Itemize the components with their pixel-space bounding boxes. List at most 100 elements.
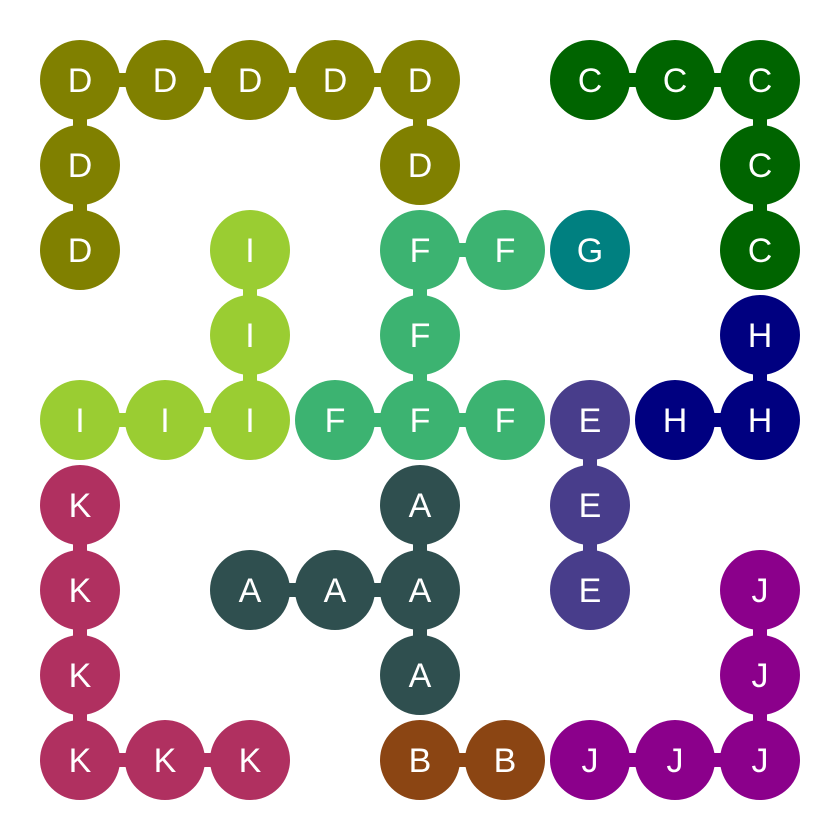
node-circle bbox=[210, 295, 290, 375]
node-j[interactable]: J bbox=[720, 635, 800, 715]
node-d[interactable]: D bbox=[40, 40, 120, 120]
node-circle bbox=[40, 125, 120, 205]
node-i[interactable]: I bbox=[125, 380, 205, 460]
node-d[interactable]: D bbox=[40, 125, 120, 205]
node-circle bbox=[380, 210, 460, 290]
node-f[interactable]: F bbox=[380, 210, 460, 290]
node-label: I bbox=[245, 232, 254, 270]
node-circle bbox=[720, 380, 800, 460]
node-circle bbox=[125, 720, 205, 800]
node-c[interactable]: C bbox=[720, 40, 800, 120]
node-label: K bbox=[69, 657, 92, 695]
node-circle bbox=[720, 635, 800, 715]
node-k[interactable]: K bbox=[40, 550, 120, 630]
node-k[interactable]: K bbox=[210, 720, 290, 800]
node-f[interactable]: F bbox=[295, 380, 375, 460]
node-d[interactable]: D bbox=[295, 40, 375, 120]
node-circle bbox=[380, 40, 460, 120]
node-label: E bbox=[579, 402, 602, 440]
node-label: A bbox=[324, 572, 347, 610]
node-label: E bbox=[579, 487, 602, 525]
node-f[interactable]: F bbox=[380, 295, 460, 375]
node-circle bbox=[40, 210, 120, 290]
node-c[interactable]: C bbox=[550, 40, 630, 120]
node-k[interactable]: K bbox=[125, 720, 205, 800]
node-f[interactable]: F bbox=[465, 210, 545, 290]
node-label: B bbox=[409, 742, 432, 780]
node-circle bbox=[720, 210, 800, 290]
node-j[interactable]: J bbox=[720, 550, 800, 630]
node-j[interactable]: J bbox=[720, 720, 800, 800]
node-h[interactable]: H bbox=[720, 295, 800, 375]
node-d[interactable]: D bbox=[380, 125, 460, 205]
node-label: D bbox=[408, 147, 433, 185]
node-circle bbox=[295, 550, 375, 630]
node-c[interactable]: C bbox=[635, 40, 715, 120]
node-circle bbox=[720, 125, 800, 205]
node-i[interactable]: I bbox=[40, 380, 120, 460]
node-e[interactable]: E bbox=[550, 465, 630, 545]
node-k[interactable]: K bbox=[40, 720, 120, 800]
node-j[interactable]: J bbox=[550, 720, 630, 800]
node-f[interactable]: F bbox=[380, 380, 460, 460]
node-circle bbox=[295, 40, 375, 120]
node-i[interactable]: I bbox=[210, 295, 290, 375]
node-circle bbox=[125, 380, 205, 460]
node-k[interactable]: K bbox=[40, 465, 120, 545]
node-circle bbox=[465, 380, 545, 460]
node-k[interactable]: K bbox=[40, 635, 120, 715]
node-a[interactable]: A bbox=[380, 635, 460, 715]
node-label: F bbox=[495, 232, 516, 270]
node-label: A bbox=[409, 657, 432, 695]
node-a[interactable]: A bbox=[295, 550, 375, 630]
node-h[interactable]: H bbox=[635, 380, 715, 460]
node-i[interactable]: I bbox=[210, 380, 290, 460]
node-label: I bbox=[245, 402, 254, 440]
node-d[interactable]: D bbox=[125, 40, 205, 120]
node-a[interactable]: A bbox=[210, 550, 290, 630]
node-label: E bbox=[579, 572, 602, 610]
node-label: D bbox=[238, 62, 263, 100]
node-circle bbox=[40, 635, 120, 715]
node-d[interactable]: D bbox=[210, 40, 290, 120]
node-label: J bbox=[667, 742, 684, 780]
node-label: F bbox=[410, 402, 431, 440]
node-label: J bbox=[752, 572, 769, 610]
node-a[interactable]: A bbox=[380, 550, 460, 630]
node-circle bbox=[210, 720, 290, 800]
node-label: G bbox=[577, 232, 603, 270]
node-label: D bbox=[68, 232, 93, 270]
node-label: A bbox=[239, 572, 262, 610]
node-f[interactable]: F bbox=[465, 380, 545, 460]
node-circle bbox=[550, 380, 630, 460]
node-j[interactable]: J bbox=[635, 720, 715, 800]
node-a[interactable]: A bbox=[380, 465, 460, 545]
node-circle bbox=[210, 40, 290, 120]
node-label: F bbox=[325, 402, 346, 440]
node-e[interactable]: E bbox=[550, 380, 630, 460]
node-d[interactable]: D bbox=[40, 210, 120, 290]
node-c[interactable]: C bbox=[720, 210, 800, 290]
node-h[interactable]: H bbox=[720, 380, 800, 460]
node-circle bbox=[550, 720, 630, 800]
node-i[interactable]: I bbox=[210, 210, 290, 290]
node-circle bbox=[720, 550, 800, 630]
node-circle bbox=[210, 380, 290, 460]
node-label: J bbox=[582, 742, 599, 780]
node-b[interactable]: B bbox=[380, 720, 460, 800]
node-c[interactable]: C bbox=[720, 125, 800, 205]
node-e[interactable]: E bbox=[550, 550, 630, 630]
node-circle bbox=[550, 465, 630, 545]
node-label: F bbox=[410, 317, 431, 355]
node-circle bbox=[550, 40, 630, 120]
node-g[interactable]: G bbox=[550, 210, 630, 290]
node-d[interactable]: D bbox=[380, 40, 460, 120]
node-label: I bbox=[245, 317, 254, 355]
node-circle bbox=[40, 465, 120, 545]
node-circle bbox=[40, 380, 120, 460]
node-b[interactable]: B bbox=[465, 720, 545, 800]
node-circle bbox=[550, 550, 630, 630]
node-circle bbox=[380, 380, 460, 460]
node-circle bbox=[635, 40, 715, 120]
node-label: J bbox=[752, 742, 769, 780]
